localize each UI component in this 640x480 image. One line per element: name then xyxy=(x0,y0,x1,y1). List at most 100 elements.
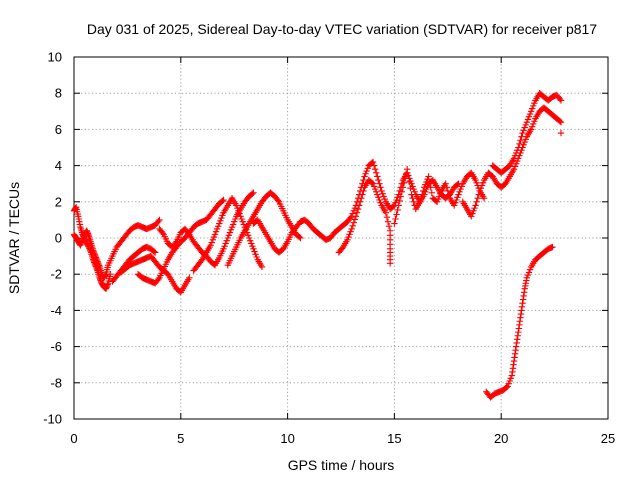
y-tick-label: 0 xyxy=(55,231,62,246)
data-point xyxy=(374,173,381,180)
data-point xyxy=(437,190,444,197)
data-point xyxy=(375,176,382,184)
data-point xyxy=(406,178,413,186)
data-point xyxy=(477,185,485,192)
data-point xyxy=(511,152,519,159)
data-point xyxy=(239,218,246,225)
data-point xyxy=(557,97,565,104)
data-point xyxy=(253,253,260,261)
data-point xyxy=(219,212,226,219)
data-point xyxy=(186,274,193,282)
data-point xyxy=(510,166,518,173)
data-point xyxy=(218,214,225,222)
x-tick-label: 20 xyxy=(494,431,508,446)
data-point xyxy=(469,210,476,217)
data-point xyxy=(345,233,352,241)
x-tick-label: 0 xyxy=(70,431,77,446)
data-point xyxy=(360,187,367,195)
data-point xyxy=(392,215,399,223)
data-point xyxy=(382,209,390,216)
y-tick-label: 2 xyxy=(55,194,62,209)
data-point xyxy=(219,197,226,205)
chart-title: Day 031 of 2025, Sidereal Day-to-day VTE… xyxy=(87,21,597,37)
y-axis-label: SDTVAR / TECUs xyxy=(6,182,22,294)
data-point xyxy=(454,181,461,188)
data-point xyxy=(425,173,432,180)
data-point xyxy=(436,193,443,200)
data-point xyxy=(354,205,362,213)
data-point xyxy=(371,185,379,193)
data-point xyxy=(353,209,361,216)
data-point xyxy=(420,187,427,195)
data-point xyxy=(455,191,462,198)
data-point xyxy=(375,194,382,201)
data-point xyxy=(528,105,536,112)
y-tick-label: 10 xyxy=(48,50,62,65)
data-point xyxy=(410,198,417,205)
data-point xyxy=(418,191,426,198)
data-point xyxy=(220,245,227,253)
data-point xyxy=(362,170,369,177)
data-point xyxy=(346,231,353,238)
data-point xyxy=(474,194,481,202)
data-point xyxy=(248,240,255,247)
data-point xyxy=(377,199,384,206)
data-point xyxy=(210,233,218,241)
data-point xyxy=(373,169,380,177)
data-point xyxy=(350,219,358,226)
axis-ticks xyxy=(73,56,609,420)
data-point xyxy=(252,251,259,258)
data-point xyxy=(249,242,256,250)
data-point xyxy=(452,199,459,206)
data-point xyxy=(531,118,538,125)
data-point xyxy=(421,184,428,191)
data-point xyxy=(172,239,179,247)
data-point xyxy=(226,229,234,236)
data-point xyxy=(398,188,406,196)
data-point xyxy=(527,108,535,115)
data-point xyxy=(155,275,162,283)
data-point xyxy=(361,173,368,180)
data-point xyxy=(523,118,531,126)
data-point xyxy=(528,123,536,130)
data-point xyxy=(557,129,565,137)
y-tick-label: -8 xyxy=(50,375,62,390)
data-point xyxy=(473,198,480,205)
data-point xyxy=(434,195,442,203)
data-point xyxy=(224,234,231,242)
data-point xyxy=(220,196,227,204)
data-point xyxy=(247,237,254,244)
data-point xyxy=(394,194,401,201)
data-point xyxy=(352,213,360,220)
data-point xyxy=(407,185,414,192)
data-point xyxy=(209,236,217,244)
data-point xyxy=(512,149,520,157)
data-point xyxy=(370,183,378,190)
data-point xyxy=(390,203,397,210)
data-point xyxy=(521,138,528,146)
data-point xyxy=(369,158,377,166)
data-point xyxy=(231,218,238,225)
data-point xyxy=(510,155,518,162)
data-point xyxy=(549,243,556,251)
gridlines xyxy=(74,57,608,419)
data-point xyxy=(404,166,411,173)
y-tick-label: 6 xyxy=(55,122,62,137)
data-point xyxy=(512,160,520,167)
data-point xyxy=(381,195,388,203)
data-point xyxy=(251,248,258,255)
data-point xyxy=(234,204,241,212)
data-point xyxy=(514,147,521,154)
y-tick-labels: -10 -8 -6 -4 -2 0 2 4 6 8 10 xyxy=(43,50,62,427)
data-point xyxy=(511,163,519,170)
data-point xyxy=(351,216,359,223)
data-point xyxy=(238,215,245,223)
y-tick-label: -4 xyxy=(50,303,62,318)
data-point xyxy=(249,190,256,197)
data-point xyxy=(409,194,416,202)
data-point xyxy=(297,234,304,242)
data-point xyxy=(344,236,351,244)
data-point xyxy=(240,221,248,228)
data-point xyxy=(397,193,405,200)
data-point xyxy=(475,191,482,198)
